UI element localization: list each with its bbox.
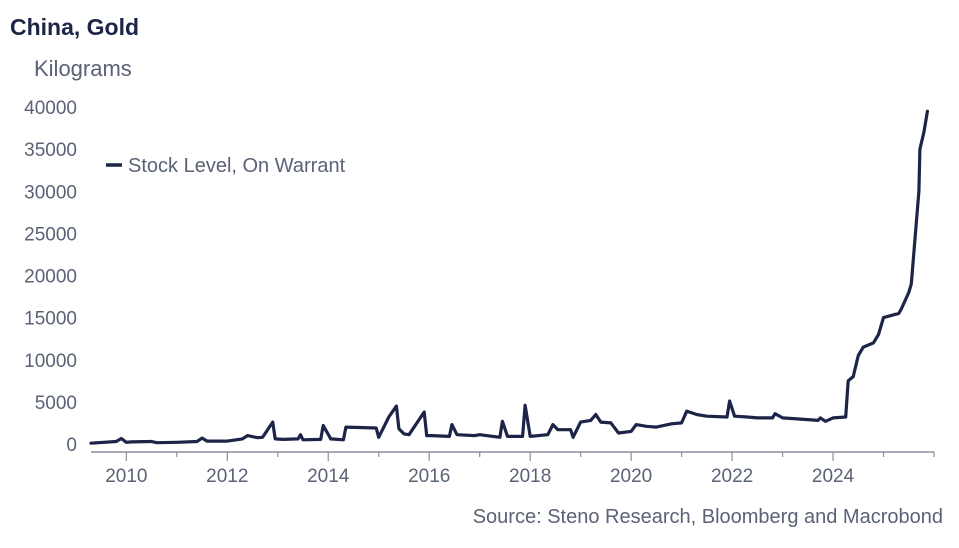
- y-tick-label: 15000: [24, 309, 77, 330]
- y-tick-label: 25000: [24, 224, 77, 245]
- legend: Stock Level, On Warrant: [106, 155, 346, 177]
- x-tick-label: 2014: [307, 466, 350, 487]
- x-axis: 2010 2012 2014 2016 2018 2020 2022 2024: [91, 451, 935, 487]
- y-axis-unit-label: Kilograms: [34, 56, 132, 81]
- chart-title: China, Gold: [10, 14, 140, 40]
- source-note: Source: Steno Research, Bloomberg and Ma…: [472, 506, 943, 528]
- y-tick-label: 30000: [24, 182, 77, 203]
- y-tick-label: 40000: [24, 98, 77, 119]
- y-tick-label: 5000: [35, 393, 77, 414]
- y-axis-labels: 0 5000 10000 15000 20000 25000 30000 35000 40000: [24, 98, 77, 456]
- y-tick-label: 10000: [24, 351, 77, 372]
- y-tick-label: 20000: [24, 267, 77, 288]
- x-tick-label: 2016: [408, 466, 450, 487]
- x-tick-label: 2012: [206, 466, 248, 487]
- x-tick-label: 2010: [105, 466, 147, 487]
- series-layer: [89, 109, 930, 445]
- legend-label: Stock Level, On Warrant: [128, 155, 346, 177]
- series-line-stock-level: [89, 109, 930, 445]
- y-tick-label: 35000: [24, 140, 77, 161]
- y-tick-label: 0: [66, 435, 77, 456]
- x-tick-label: 2024: [812, 466, 855, 487]
- x-tick-label: 2020: [610, 466, 652, 487]
- x-tick-label: 2018: [509, 466, 551, 487]
- x-tick-label: 2022: [711, 466, 753, 487]
